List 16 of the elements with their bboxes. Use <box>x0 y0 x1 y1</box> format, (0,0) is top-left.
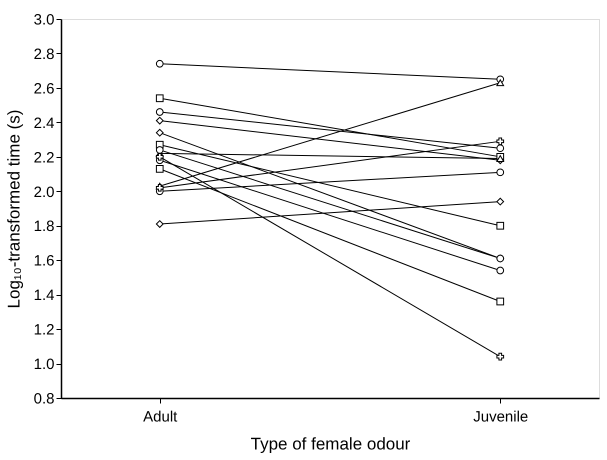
y-tick-label: 1.2 <box>34 322 54 339</box>
y-tick-label: 2.0 <box>34 184 54 201</box>
y-tick-label: 1.8 <box>34 218 54 236</box>
x-axis-title: Type of female odour <box>250 434 411 454</box>
x-tick-label: Juvenile <box>473 408 528 426</box>
x-tick-label: Adult <box>143 408 178 426</box>
y-tick-label: 2.8 <box>34 46 54 63</box>
y-tick-label: 1.4 <box>34 287 54 304</box>
y-tick-label: 0.8 <box>34 390 54 408</box>
y-tick-label: 2.4 <box>34 114 54 132</box>
y-tick-label: 1.6 <box>34 252 54 270</box>
y-tick-label: 2.2 <box>34 149 54 166</box>
y-axis-title: Log₁₀-transformed time (s) <box>4 110 24 308</box>
y-tick-label: 2.6 <box>34 80 54 98</box>
y-tick-label: 3.0 <box>34 12 54 28</box>
y-tick-label: 1.0 <box>34 356 54 374</box>
